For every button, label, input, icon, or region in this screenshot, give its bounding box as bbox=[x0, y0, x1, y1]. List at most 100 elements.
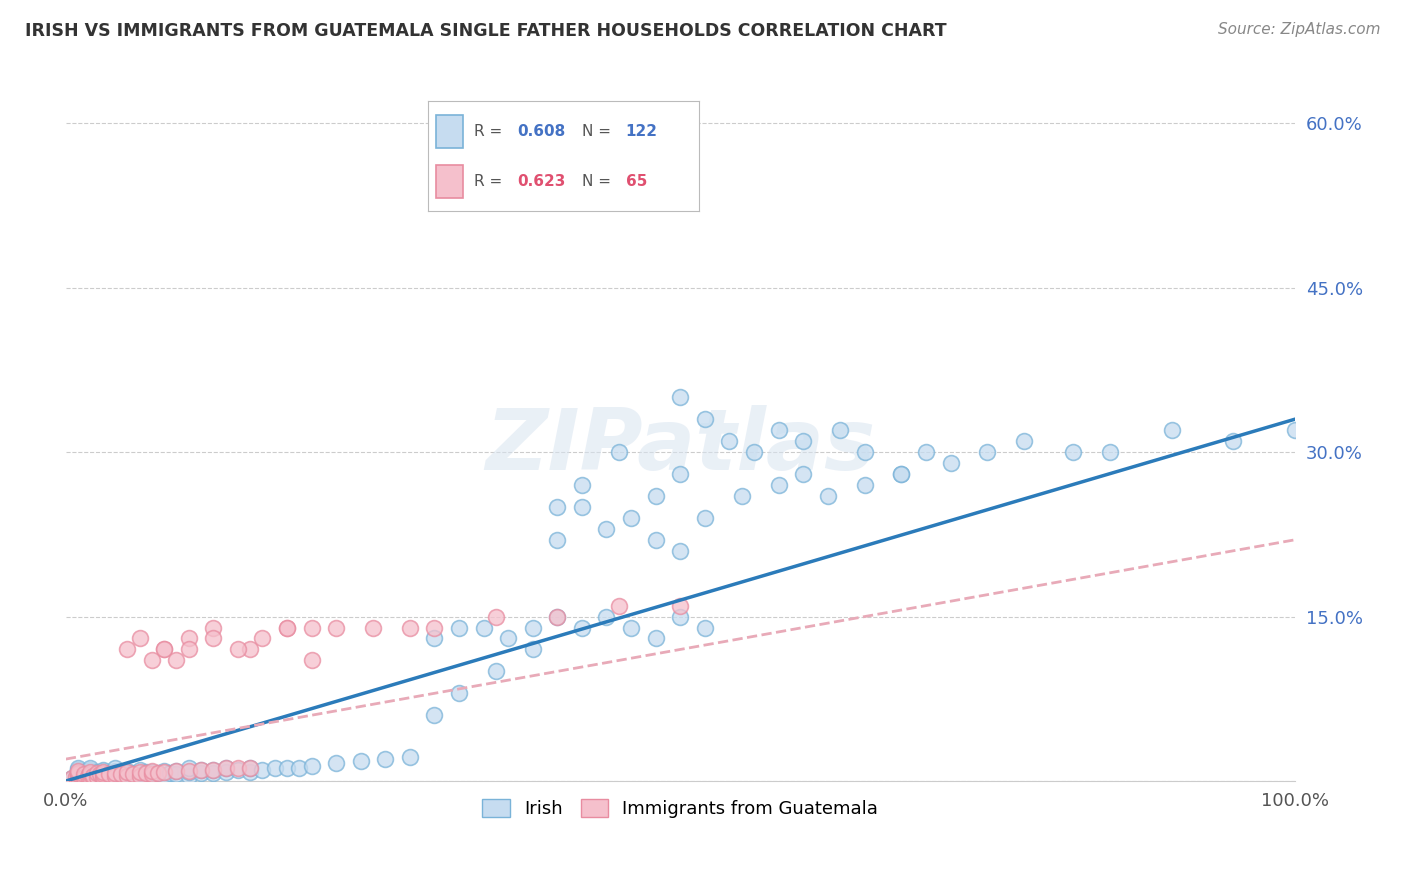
Point bbox=[976, 445, 998, 459]
Point bbox=[177, 632, 200, 646]
Point bbox=[792, 434, 814, 449]
Point bbox=[718, 434, 741, 449]
Point bbox=[226, 763, 249, 777]
Point bbox=[69, 768, 91, 782]
Point bbox=[89, 767, 111, 781]
Point bbox=[82, 768, 104, 782]
Point bbox=[67, 767, 90, 781]
Point bbox=[301, 621, 323, 635]
Point bbox=[91, 767, 114, 781]
Point bbox=[202, 763, 225, 777]
Point bbox=[153, 768, 176, 782]
Point bbox=[117, 764, 139, 778]
Point bbox=[276, 621, 298, 635]
Point bbox=[693, 621, 716, 635]
Point bbox=[522, 642, 544, 657]
Point bbox=[350, 754, 373, 768]
Point bbox=[67, 763, 90, 777]
Point bbox=[86, 765, 108, 780]
Point bbox=[141, 653, 163, 667]
Point bbox=[325, 756, 347, 771]
Point bbox=[190, 763, 212, 777]
Point bbox=[60, 771, 83, 785]
Point bbox=[423, 708, 446, 723]
Point bbox=[546, 609, 568, 624]
Point bbox=[239, 761, 262, 775]
Point bbox=[141, 768, 163, 782]
Point bbox=[177, 642, 200, 657]
Point bbox=[128, 632, 150, 646]
Point bbox=[817, 489, 839, 503]
Point bbox=[67, 761, 90, 775]
Point bbox=[190, 763, 212, 777]
Point bbox=[141, 764, 163, 778]
Point bbox=[65, 770, 87, 784]
Point bbox=[67, 763, 90, 777]
Point bbox=[79, 767, 101, 781]
Point bbox=[190, 766, 212, 780]
Point bbox=[104, 768, 127, 782]
Point bbox=[1284, 423, 1306, 437]
Point bbox=[399, 750, 422, 764]
Point bbox=[135, 766, 157, 780]
Point bbox=[607, 445, 630, 459]
Point bbox=[67, 770, 90, 784]
Point bbox=[472, 621, 495, 635]
Point bbox=[91, 771, 114, 785]
Point bbox=[135, 765, 157, 780]
Point bbox=[73, 767, 96, 781]
Point bbox=[239, 642, 262, 657]
Point bbox=[153, 642, 176, 657]
Point bbox=[890, 467, 912, 481]
Point bbox=[620, 511, 643, 525]
Point bbox=[571, 500, 593, 514]
Point bbox=[693, 412, 716, 426]
Point bbox=[97, 767, 120, 781]
Point bbox=[423, 632, 446, 646]
Point bbox=[669, 609, 692, 624]
Point bbox=[79, 763, 101, 777]
Point bbox=[263, 761, 285, 775]
Point bbox=[301, 758, 323, 772]
Point bbox=[146, 766, 169, 780]
Point bbox=[177, 764, 200, 778]
Point bbox=[890, 467, 912, 481]
Point bbox=[79, 766, 101, 780]
Point bbox=[91, 764, 114, 778]
Point bbox=[239, 761, 262, 775]
Point bbox=[1014, 434, 1036, 449]
Point bbox=[546, 533, 568, 547]
Point bbox=[177, 768, 200, 782]
Point bbox=[546, 609, 568, 624]
Point bbox=[644, 489, 666, 503]
Point bbox=[571, 478, 593, 492]
Point bbox=[214, 761, 236, 775]
Point bbox=[252, 632, 274, 646]
Point bbox=[768, 478, 790, 492]
Point bbox=[731, 489, 754, 503]
Point bbox=[165, 764, 187, 778]
Point bbox=[607, 599, 630, 613]
Point bbox=[91, 767, 114, 781]
Point bbox=[117, 767, 139, 781]
Point bbox=[73, 770, 96, 784]
Point bbox=[1222, 434, 1244, 449]
Point bbox=[202, 632, 225, 646]
Point bbox=[86, 770, 108, 784]
Point bbox=[146, 766, 169, 780]
Point bbox=[571, 621, 593, 635]
Point bbox=[128, 768, 150, 782]
Point bbox=[153, 642, 176, 657]
Point bbox=[202, 763, 225, 777]
Point bbox=[122, 767, 145, 781]
Point bbox=[595, 609, 617, 624]
Point bbox=[485, 609, 508, 624]
Point bbox=[828, 423, 851, 437]
Point bbox=[768, 423, 790, 437]
Point bbox=[853, 478, 876, 492]
Legend: Irish, Immigrants from Guatemala: Irish, Immigrants from Guatemala bbox=[475, 792, 886, 825]
Text: ZIPatlas: ZIPatlas bbox=[485, 405, 876, 488]
Point bbox=[620, 621, 643, 635]
Point bbox=[117, 768, 139, 782]
Point bbox=[325, 621, 347, 635]
